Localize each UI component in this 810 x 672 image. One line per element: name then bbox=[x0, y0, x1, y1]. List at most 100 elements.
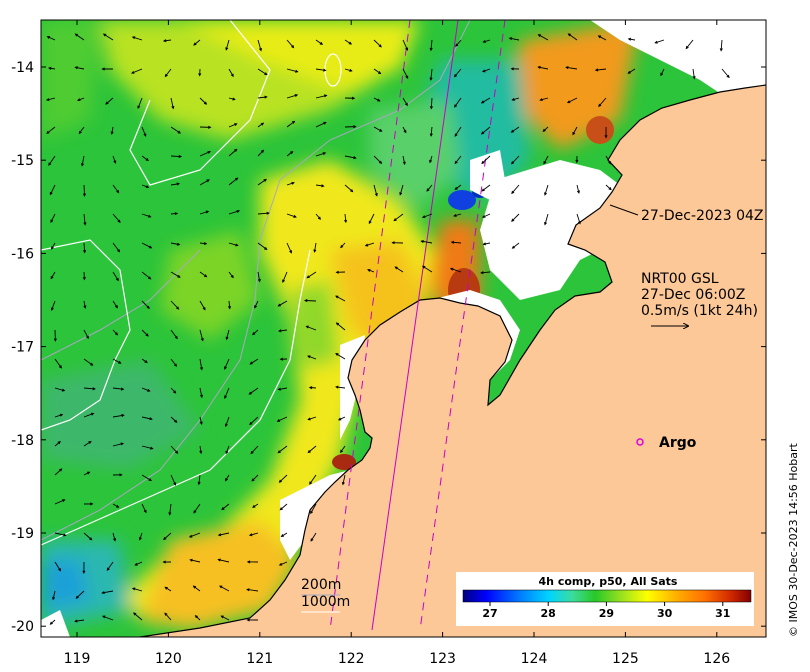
current-vector bbox=[46, 97, 56, 101]
current-vector-head bbox=[138, 537, 142, 541]
current-vector bbox=[402, 39, 408, 51]
current-vector bbox=[306, 271, 317, 279]
y-tick-label: -16 bbox=[11, 246, 34, 262]
current-vector bbox=[141, 242, 152, 249]
current-vector-head bbox=[304, 299, 308, 303]
current-vector bbox=[141, 126, 147, 137]
current-vector-head bbox=[162, 39, 167, 43]
current-vector bbox=[454, 97, 462, 108]
current-vector-head bbox=[177, 274, 181, 278]
current-vector bbox=[308, 416, 317, 420]
current-vector-head bbox=[511, 190, 515, 195]
current-vector-head bbox=[405, 47, 409, 51]
current-vector-head bbox=[307, 417, 311, 421]
current-vector-head bbox=[162, 560, 166, 564]
current-vector bbox=[170, 474, 176, 486]
current-scale-label: 0.5m/s (1kt 24h) bbox=[641, 303, 758, 319]
current-vector-head bbox=[594, 68, 599, 72]
colorbar: 4h comp, p50, All Sats 27 28 29 30 31 bbox=[456, 572, 754, 626]
current-vector-head bbox=[149, 417, 153, 421]
current-vectors bbox=[45, 33, 730, 625]
current-vector bbox=[511, 126, 520, 133]
current-vector bbox=[137, 97, 143, 109]
current-vector-head bbox=[368, 220, 372, 225]
current-vector-head bbox=[421, 265, 426, 269]
current-vector-head bbox=[101, 67, 105, 71]
current-vector-head bbox=[113, 538, 117, 542]
current-vector bbox=[141, 271, 151, 280]
current-vector-head bbox=[323, 68, 327, 72]
current-vector bbox=[141, 300, 150, 309]
legend-1000m-label: 1000m bbox=[301, 594, 350, 610]
current-vector-head bbox=[89, 537, 93, 541]
current-vector-head bbox=[453, 213, 457, 217]
current-vector-head bbox=[110, 131, 114, 135]
current-vector-head bbox=[246, 560, 251, 564]
current-vector bbox=[141, 213, 151, 218]
current-vector-head bbox=[119, 473, 123, 477]
current-vector-head bbox=[565, 66, 569, 70]
current-vector-head bbox=[278, 329, 282, 333]
current-vector bbox=[422, 265, 433, 273]
current-vector bbox=[605, 184, 612, 190]
current-vector-head bbox=[217, 533, 222, 537]
current-vector bbox=[112, 503, 119, 508]
current-vector bbox=[309, 387, 317, 389]
current-vector-head bbox=[577, 221, 581, 225]
current-vector-head bbox=[251, 478, 255, 482]
current-vector bbox=[454, 184, 462, 190]
current-vector bbox=[170, 126, 181, 134]
current-vector-head bbox=[353, 156, 357, 160]
colorbar-title: 4h comp, p50, All Sats bbox=[539, 575, 678, 588]
current-vector bbox=[481, 97, 491, 104]
x-tick-label: 124 bbox=[521, 651, 548, 667]
current-vector-head bbox=[106, 567, 110, 571]
argo-float-marker[interactable] bbox=[636, 438, 644, 446]
current-vector-head bbox=[49, 621, 53, 625]
x-tick-label: 126 bbox=[703, 651, 730, 667]
current-vector-head bbox=[53, 338, 57, 342]
current-vector bbox=[141, 184, 149, 188]
current-vector-head bbox=[349, 68, 353, 72]
current-vector-head bbox=[420, 239, 424, 243]
current-vector bbox=[344, 68, 352, 72]
current-vector-head bbox=[393, 218, 397, 222]
current-vector bbox=[511, 184, 520, 194]
current-vector-head bbox=[367, 269, 371, 272]
current-vector bbox=[112, 329, 118, 336]
current-vector bbox=[193, 39, 201, 46]
current-vector bbox=[54, 499, 65, 505]
current-vector-head bbox=[266, 211, 270, 215]
y-tick-label: -14 bbox=[11, 60, 34, 76]
current-vector-head bbox=[429, 133, 433, 137]
current-vector-head bbox=[511, 245, 516, 249]
current-vector bbox=[83, 300, 86, 309]
current-vector bbox=[111, 126, 114, 135]
current-vector-head bbox=[230, 73, 234, 78]
current-vector-head bbox=[174, 335, 178, 340]
current-vector bbox=[199, 358, 203, 370]
current-vector-head bbox=[449, 267, 454, 271]
current-vector bbox=[228, 210, 240, 215]
current-vector-head bbox=[168, 512, 172, 516]
current-vector-head bbox=[48, 162, 52, 166]
current-vector-head bbox=[378, 160, 383, 164]
current-vector bbox=[511, 155, 520, 165]
current-vector bbox=[224, 387, 230, 399]
current-vector-head bbox=[90, 502, 94, 506]
current-vector bbox=[394, 266, 404, 273]
current-vector bbox=[430, 126, 433, 136]
current-vector-head bbox=[199, 394, 203, 399]
current-vector-head bbox=[78, 130, 82, 135]
current-vector bbox=[228, 300, 231, 309]
current-vector bbox=[336, 322, 346, 331]
current-vector-head bbox=[200, 338, 204, 342]
current-vector bbox=[483, 242, 491, 245]
current-vector-head bbox=[307, 355, 311, 359]
current-vector bbox=[75, 33, 85, 41]
current-vector bbox=[247, 589, 259, 592]
current-vector bbox=[660, 68, 665, 76]
current-vector-head bbox=[248, 391, 252, 395]
current-vector-head bbox=[114, 332, 119, 336]
current-vector bbox=[315, 152, 326, 157]
